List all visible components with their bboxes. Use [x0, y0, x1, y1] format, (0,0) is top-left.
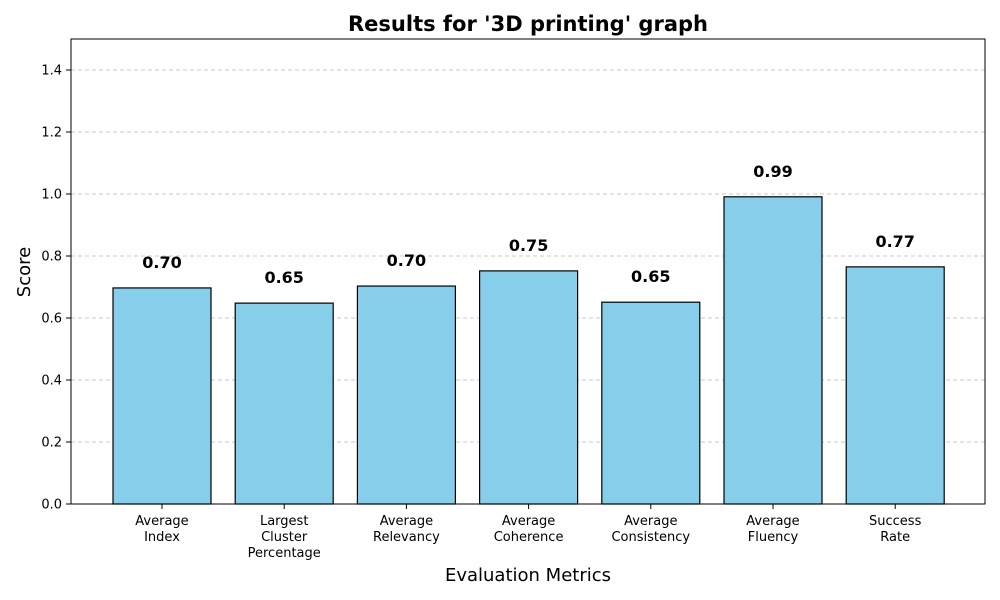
- y-tick-label: 1.4: [41, 64, 62, 79]
- x-tick-label-line: Cluster: [261, 530, 308, 545]
- x-tick-label: Success Rate: [869, 514, 922, 545]
- plot-frame: [70, 38, 986, 505]
- chart-title: Results for '3D printing' graph: [348, 12, 708, 36]
- x-tick-label: Largest Cluster Percentage: [248, 514, 321, 561]
- x-tick-label-line: Percentage: [248, 546, 321, 561]
- x-tick-label-line: Consistency: [611, 530, 690, 545]
- x-tick-label-line: Relevancy: [373, 530, 440, 545]
- x-tick-label-line: Fluency: [748, 530, 799, 545]
- y-axis-ticks: 0.0 0.2 0.4 0.6 0.8 1.0 1.2 1.4: [41, 64, 71, 513]
- x-tick-label-line: Average: [502, 514, 555, 529]
- bar: [601, 301, 701, 505]
- value-label: 0.70: [142, 253, 181, 272]
- value-label: 0.65: [631, 267, 670, 286]
- value-label: 0.99: [753, 162, 792, 181]
- y-axis-label: Score: [14, 247, 35, 297]
- bars: [112, 196, 945, 505]
- y-tick-label: 0.6: [41, 312, 62, 327]
- y-tick-label: 0.2: [41, 436, 62, 451]
- bar: [356, 285, 456, 505]
- y-tick-label: 0.0: [41, 498, 62, 513]
- x-tick-label: Average Consistency: [611, 514, 690, 545]
- y-tick-label: 1.2: [41, 126, 62, 141]
- x-axis-label: Evaluation Metrics: [445, 565, 611, 586]
- x-tick-label: Average Index: [135, 514, 188, 545]
- x-tick-label-line: Average: [135, 514, 188, 529]
- x-tick-label-line: Index: [144, 530, 180, 545]
- y-tick-label: 0.8: [41, 250, 62, 265]
- value-label: 0.70: [387, 251, 426, 270]
- bar: [234, 302, 334, 505]
- value-labels: 0.70 0.65 0.70 0.75 0.65 0.99 0.77: [142, 162, 915, 287]
- x-tick-label: Average Fluency: [746, 514, 799, 545]
- bar: [479, 270, 579, 505]
- x-tick-label-line: Average: [624, 514, 677, 529]
- value-label: 0.65: [264, 268, 303, 287]
- x-tick-label-line: Largest: [260, 514, 308, 529]
- bar: [845, 266, 945, 505]
- y-tick-label: 1.0: [41, 188, 62, 203]
- x-tick-label: Average Coherence: [494, 514, 564, 545]
- bar: [723, 196, 823, 505]
- value-label: 0.77: [875, 232, 914, 251]
- x-tick-label: Average Relevancy: [373, 514, 440, 545]
- x-tick-label-line: Coherence: [494, 530, 564, 545]
- value-label: 0.75: [509, 236, 548, 255]
- bar: [112, 287, 212, 505]
- x-tick-label-line: Average: [380, 514, 433, 529]
- x-tick-label-line: Rate: [880, 530, 910, 545]
- x-tick-label-line: Success: [869, 514, 922, 529]
- x-tick-label-line: Average: [746, 514, 799, 529]
- y-tick-label: 0.4: [41, 374, 62, 389]
